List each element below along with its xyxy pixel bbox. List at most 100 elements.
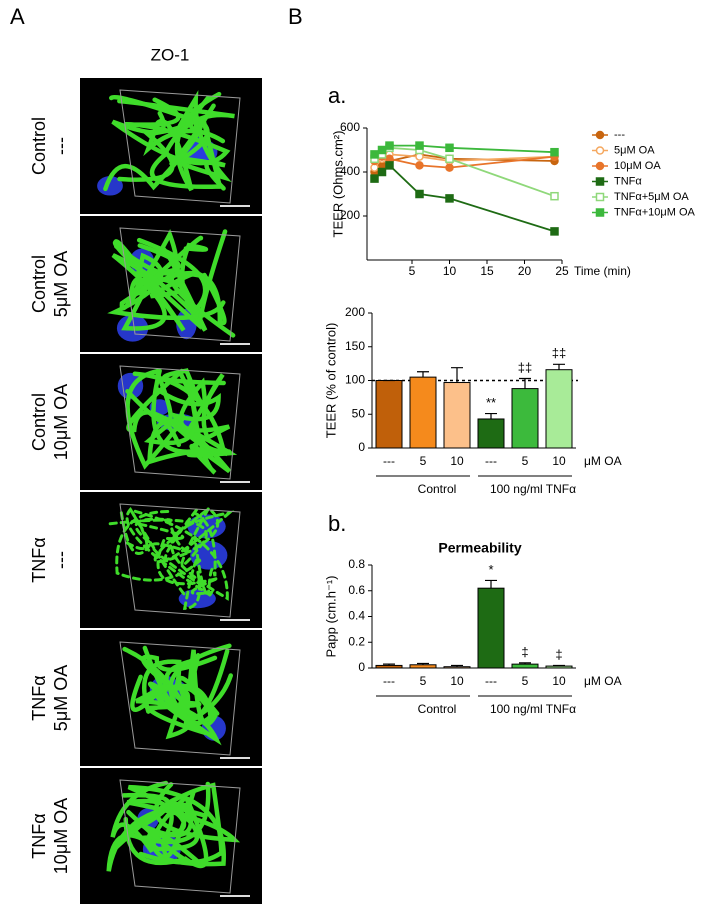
x-tick-label: --- (383, 674, 395, 688)
error-bar (383, 663, 395, 666)
panel-title: ZO-1 (151, 45, 190, 64)
legend-label: --- (614, 129, 625, 141)
junction (103, 95, 204, 192)
y-axis-label: Papp (cm.h⁻¹) (323, 576, 338, 658)
error-bar (417, 371, 429, 378)
bar (477, 587, 505, 669)
error-bar (417, 662, 429, 665)
bar (511, 663, 539, 669)
bar (375, 380, 403, 449)
panel-label: B (288, 4, 303, 29)
point (445, 163, 454, 172)
series-line (374, 144, 555, 156)
error-bar (451, 367, 463, 383)
point (370, 150, 379, 159)
box-outline (119, 365, 241, 480)
junction (111, 237, 208, 331)
bar (545, 369, 573, 449)
annotation: * (488, 562, 493, 577)
legend-label: TNFα+10μM OA (614, 206, 696, 218)
legend-marker (595, 208, 605, 217)
legend-label: TNFα (614, 175, 642, 187)
error-bar (485, 579, 497, 589)
error-bar (553, 363, 565, 370)
y-tick-label: 200 (345, 305, 365, 319)
x-unit: μM OA (584, 454, 622, 468)
junction (112, 229, 228, 332)
box-outline (119, 89, 241, 204)
row-label: TNFα (29, 675, 49, 720)
row-label: 5μM OA (51, 665, 71, 731)
point (385, 161, 394, 170)
box-outline (119, 641, 241, 756)
x-axis-label: Time (min) (574, 264, 631, 278)
group-label: 100 ng/ml TNFα (490, 482, 576, 496)
junction (143, 91, 226, 192)
point (550, 191, 559, 201)
series-line (373, 164, 555, 233)
junction (177, 649, 220, 727)
legend-label: 5μM OA (614, 144, 655, 156)
y-tick-label: 400 (340, 164, 360, 178)
row-label: 5μM OA (51, 251, 71, 317)
annotation: ‡‡ (518, 360, 532, 375)
point (370, 174, 379, 183)
y-tick-label: 0.2 (348, 634, 365, 648)
sub-label: a. (328, 83, 346, 108)
junction (106, 797, 207, 872)
y-axis-label: TEER (Ohms.cm²) (330, 131, 345, 238)
box-outline (119, 227, 241, 342)
group-label: Control (418, 702, 457, 716)
row-label: 10μM OA (51, 798, 71, 874)
group-label: 100 ng/ml TNFα (490, 702, 576, 716)
group-label: Control (418, 482, 457, 496)
x-tick-label: 5 (522, 454, 529, 468)
point (550, 227, 559, 236)
bar (477, 418, 505, 449)
junction (108, 505, 220, 588)
error-bar (485, 412, 497, 419)
y-tick-label: 0.6 (348, 583, 365, 597)
row-label: TNFα (29, 537, 49, 582)
junction (117, 98, 235, 190)
legend-marker (595, 192, 605, 202)
x-tick-label: 10 (552, 454, 566, 468)
bar (409, 664, 437, 669)
legend-label: 10μM OA (614, 160, 661, 172)
point (445, 194, 454, 203)
row-label: TNFα (29, 813, 49, 858)
bar (443, 666, 471, 669)
y-tick-label: 600 (340, 120, 360, 134)
x-tick-label: 10 (443, 264, 457, 278)
bar (375, 664, 403, 669)
junction (147, 379, 232, 475)
point (445, 143, 454, 153)
row-label: 10μM OA (51, 384, 71, 460)
x-tick-label: 15 (480, 264, 494, 278)
x-tick-label: 5 (420, 454, 427, 468)
sub-label: b. (328, 511, 346, 536)
legend-marker (595, 161, 605, 171)
y-axis-label: TEER (% of control) (323, 323, 338, 439)
y-tick-label: 0.8 (348, 557, 365, 571)
x-tick-label: 5 (409, 264, 416, 278)
y-tick-label: 0.4 (348, 609, 365, 623)
y-tick-label: 100 (345, 373, 365, 387)
junction (126, 782, 241, 858)
bar (443, 382, 471, 449)
annotation: ‡ (521, 644, 528, 659)
legend-marker (595, 146, 605, 155)
panel-label: A (10, 4, 25, 29)
row-label: Control (29, 117, 49, 175)
y-tick-label: 150 (345, 339, 365, 353)
x-tick-label: 20 (518, 264, 532, 278)
y-tick-label: 200 (340, 208, 360, 222)
box-outline (119, 779, 241, 894)
legend-marker (595, 177, 605, 186)
point (415, 161, 424, 170)
x-tick-label: 10 (450, 674, 464, 688)
junction (119, 508, 208, 564)
point (377, 145, 387, 155)
point (415, 141, 424, 150)
